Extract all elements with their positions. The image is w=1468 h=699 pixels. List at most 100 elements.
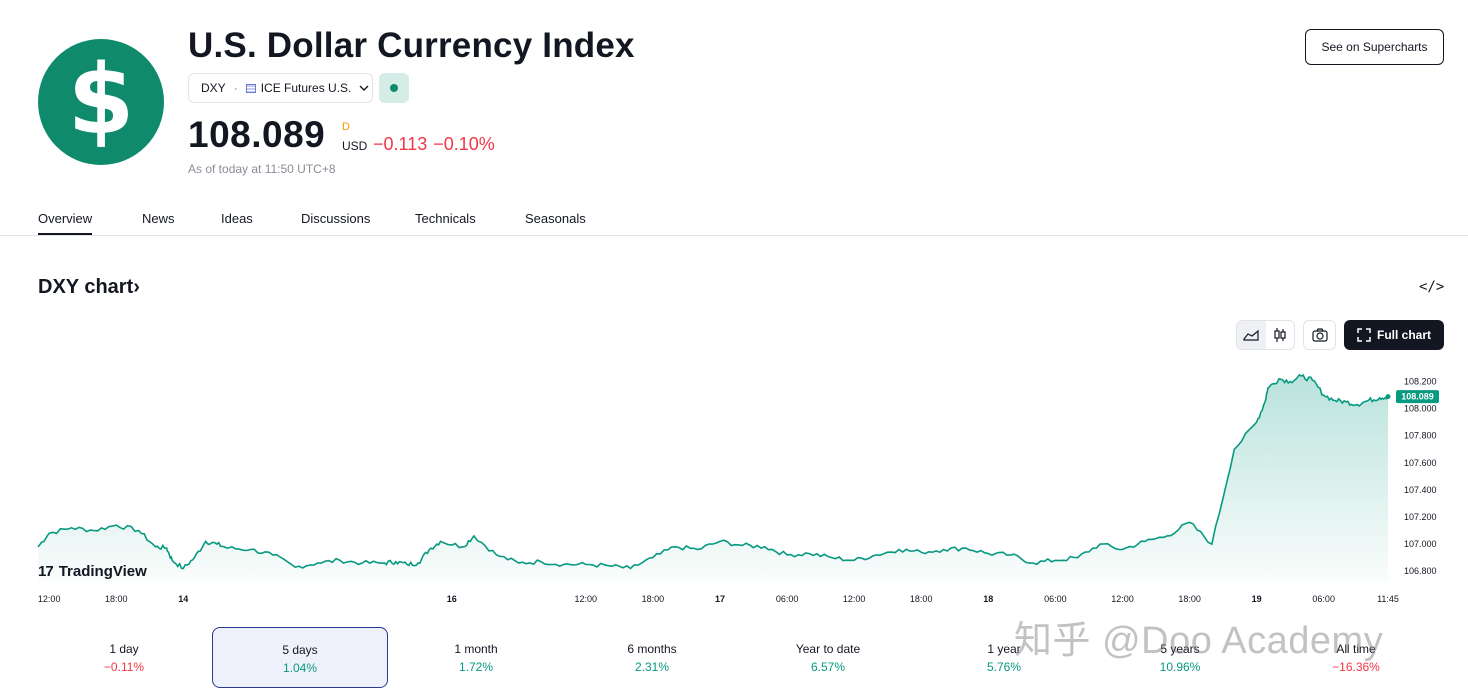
tab-technicals[interactable]: Technicals — [415, 211, 476, 226]
x-tick-label: 06:00 — [776, 594, 799, 604]
change-pct: −0.10% — [433, 134, 495, 154]
tradingview-mark-icon: 17 — [38, 563, 54, 580]
period-change: 6.57% — [810, 660, 846, 674]
price-currency: USD — [342, 139, 368, 153]
period-label: 1 year — [987, 642, 1021, 656]
x-tick-label: 06:00 — [1044, 594, 1067, 604]
candles-chart-button[interactable] — [1266, 321, 1295, 349]
chevron-right-icon: › — [133, 276, 140, 298]
change-abs: −0.113 — [373, 134, 428, 154]
period-change: 2.31% — [634, 660, 670, 674]
period-5-days[interactable]: 5 days 1.04% — [212, 627, 388, 688]
y-tick-label: 107.400 — [1404, 485, 1437, 495]
x-tick-label: 17 — [715, 594, 725, 604]
tradingview-logo: 17 TradingView — [38, 563, 147, 580]
y-tick-label: 107.800 — [1404, 431, 1437, 441]
exchange-label: ICE Futures U.S. — [260, 81, 352, 95]
x-tick-label: 11:45 — [1377, 594, 1399, 604]
last-price-badge — [1396, 390, 1439, 404]
tab-discussions[interactable]: Discussions — [301, 211, 371, 226]
x-tick-label: 18 — [983, 594, 993, 604]
embed-code-icon[interactable]: </> — [1419, 279, 1445, 295]
x-tick-label: 18:00 — [105, 594, 128, 604]
chart-section-title[interactable]: DXY chart› — [38, 276, 140, 299]
period-label: 5 years — [1160, 642, 1200, 656]
period-label: 1 month — [454, 642, 498, 656]
x-tick-label: 12:00 — [38, 594, 61, 604]
period-label: 6 months — [627, 642, 677, 656]
see-on-supercharts-button[interactable]: See on Supercharts — [1305, 29, 1444, 65]
x-tick-label: 14 — [178, 594, 188, 604]
y-tick-label: 108.000 — [1404, 404, 1437, 414]
area-chart-icon — [1243, 329, 1259, 341]
period-label: 1 day — [109, 642, 139, 656]
period-label: All time — [1336, 642, 1376, 656]
tab-ideas[interactable]: Ideas — [221, 211, 253, 226]
symbol-exchange-dropdown[interactable]: DXY · ICE Futures U.S. — [188, 73, 373, 103]
x-tick-label: 12:00 — [843, 594, 866, 604]
page-title: U.S. Dollar Currency Index — [188, 26, 635, 65]
chart-style-toggle — [1236, 320, 1295, 350]
period-change: −16.36% — [1332, 660, 1380, 674]
camera-icon — [1311, 328, 1328, 342]
period-change: −0.11% — [103, 660, 145, 674]
y-tick-label: 107.000 — [1404, 539, 1437, 549]
last-price-label: 108.089 — [1401, 392, 1434, 402]
last-price-dot — [1385, 394, 1391, 400]
price-series-line — [37, 373, 1389, 570]
period-6-months[interactable]: 6 months 2.31% — [564, 627, 740, 688]
fullscreen-icon — [1357, 328, 1371, 342]
period-label: Year to date — [795, 642, 861, 656]
period-1-month[interactable]: 1 month 1.72% — [388, 627, 564, 688]
price-area-fill — [38, 374, 1388, 582]
x-tick-label: 18:00 — [642, 594, 665, 604]
period-change: 10.96% — [1159, 660, 1201, 674]
x-tick-label: 16 — [447, 594, 457, 604]
ticker-label: DXY — [201, 81, 226, 95]
chart-title-text: DXY chart — [38, 276, 134, 298]
x-tick-label: 12:00 — [575, 594, 598, 604]
x-tick-label: 19 — [1252, 594, 1262, 604]
x-tick-label: 18:00 — [1178, 594, 1201, 604]
period-change: 5.76% — [986, 660, 1022, 674]
period-all-time[interactable]: All time −16.36% — [1268, 627, 1444, 688]
x-tick-label: 12:00 — [1111, 594, 1134, 604]
market-status-indicator[interactable] — [379, 73, 409, 103]
period-1-day[interactable]: 1 day −0.11% — [36, 627, 212, 688]
full-chart-label: Full chart — [1376, 328, 1431, 342]
last-price: 108.089 — [188, 114, 326, 155]
tab-overview[interactable]: Overview — [38, 211, 93, 235]
dollar-glyph: $ — [67, 44, 135, 156]
full-chart-button[interactable]: Full chart — [1344, 320, 1444, 350]
snapshot-button[interactable] — [1303, 320, 1336, 350]
y-tick-label: 106.800 — [1404, 566, 1437, 576]
period-1-year[interactable]: 1 year 5.76% — [916, 627, 1092, 688]
price-flag: D — [342, 121, 350, 133]
period-change: 1.72% — [458, 660, 494, 674]
tab-news[interactable]: News — [142, 211, 175, 226]
period-5-years[interactable]: 5 years 10.96% — [1092, 627, 1268, 688]
y-tick-label: 108.200 — [1404, 377, 1437, 387]
x-tick-label: 06:00 — [1312, 594, 1335, 604]
us-flag-icon — [245, 83, 256, 93]
dollar-logo-icon: $ — [38, 39, 164, 165]
y-tick-label: 107.200 — [1404, 512, 1437, 522]
period-change: 1.04% — [282, 661, 318, 675]
tab-bar: Overview News Ideas Discussions Technica… — [0, 205, 1468, 236]
x-tick-label: 18:00 — [910, 594, 933, 604]
tab-seasonals[interactable]: Seasonals — [525, 211, 586, 226]
as-of-timestamp: As of today at 11:50 UTC+8 — [188, 162, 336, 176]
performance-periods: 1 day −0.11% 5 days 1.04% 1 month 1.72% 6 mont… — [36, 627, 1436, 688]
candles-icon — [1274, 328, 1286, 342]
watermark: 知乎 @Doo Academy — [1014, 620, 1384, 662]
period-label: 5 days — [282, 643, 318, 657]
chevron-down-icon — [359, 83, 369, 94]
period-year-to-date[interactable]: Year to date 6.57% — [740, 627, 916, 688]
price-change: −0.113 −0.10% — [373, 134, 501, 155]
market-open-dot-icon — [390, 84, 398, 92]
price-chart[interactable]: 108.200 108.000 107.800 107.600 107.400 107.2… — [0, 360, 1468, 610]
y-tick-label: 107.600 — [1404, 458, 1437, 468]
tradingview-wordmark: TradingView — [58, 563, 147, 580]
area-chart-button[interactable] — [1237, 321, 1266, 349]
separator: · — [233, 81, 238, 95]
